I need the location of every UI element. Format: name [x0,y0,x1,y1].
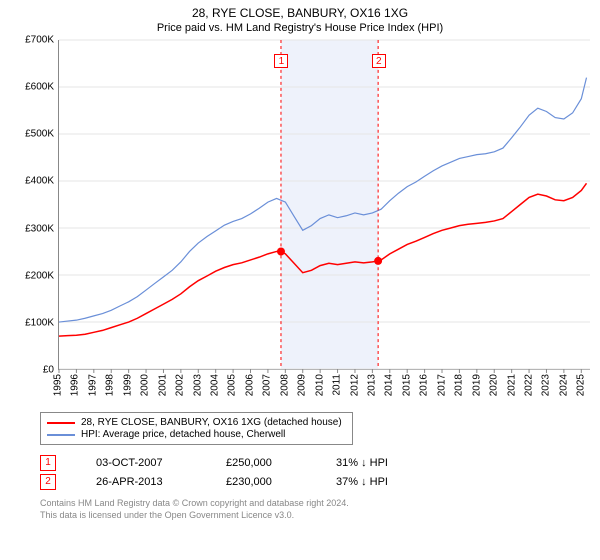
sale-price: £250,000 [226,457,296,469]
x-tick-label: 2012 [349,374,360,396]
x-tick-label: 2005 [227,374,238,396]
legend-swatch [47,434,75,436]
x-tick-label: 2015 [401,374,412,396]
sale-row: 1 03-OCT-2007 £250,000 31% ↓ HPI [40,455,590,471]
chart-subtitle: Price paid vs. HM Land Registry's House … [10,22,590,34]
sale-row: 2 26-APR-2013 £230,000 37% ↓ HPI [40,474,590,490]
x-tick-label: 2002 [175,374,186,396]
x-tick-label: 2022 [523,374,534,396]
legend-swatch [47,422,75,424]
x-tick-label: 2019 [471,374,482,396]
sale-delta: 31% ↓ HPI [336,457,388,469]
x-tick-label: 2010 [314,374,325,396]
x-tick-label: 2018 [454,374,465,396]
x-tick-label: 1998 [105,374,116,396]
x-tick-label: 1999 [122,374,133,396]
legend-item: 28, RYE CLOSE, BANBURY, OX16 1XG (detach… [47,417,342,428]
footer-line: Contains HM Land Registry data © Crown c… [40,498,590,510]
chart-container: 28, RYE CLOSE, BANBURY, OX16 1XG Price p… [0,0,600,560]
legend-label: 28, RYE CLOSE, BANBURY, OX16 1XG (detach… [81,417,342,428]
y-axis: £0£100K£200K£300K£400K£500K£600K£700K [10,40,58,370]
chart-marker-badge: 2 [372,54,386,68]
chart-area: £0£100K£200K£300K£400K£500K£600K£700K 12… [10,40,590,410]
y-tick-label: £300K [25,223,54,234]
x-tick-label: 2001 [157,374,168,396]
x-tick-label: 2013 [366,374,377,396]
sales-table: 1 03-OCT-2007 £250,000 31% ↓ HPI 2 26-AP… [40,455,590,490]
x-tick-label: 2024 [558,374,569,396]
x-tick-label: 2007 [262,374,273,396]
x-tick-label: 1997 [87,374,98,396]
legend-label: HPI: Average price, detached house, Cher… [81,429,285,440]
x-tick-label: 1995 [53,374,64,396]
x-tick-label: 2020 [489,374,500,396]
x-tick-label: 2006 [244,374,255,396]
x-tick-label: 2014 [384,374,395,396]
y-tick-label: £400K [25,176,54,187]
sale-price: £230,000 [226,476,296,488]
legend-box: 28, RYE CLOSE, BANBURY, OX16 1XG (detach… [40,412,353,445]
x-tick-label: 2021 [506,374,517,396]
y-tick-label: £700K [25,35,54,46]
x-tick-label: 2017 [436,374,447,396]
chart-marker-badge: 1 [274,54,288,68]
sale-delta: 37% ↓ HPI [336,476,388,488]
y-tick-label: £500K [25,129,54,140]
sale-badge: 1 [40,455,56,471]
x-tick-label: 2000 [140,374,151,396]
footer-line: This data is licensed under the Open Gov… [40,510,590,522]
y-tick-label: £100K [25,317,54,328]
sale-date: 26-APR-2013 [96,476,186,488]
x-tick-label: 2003 [192,374,203,396]
x-tick-label: 2023 [541,374,552,396]
x-tick-label: 2004 [209,374,220,396]
y-tick-label: £200K [25,270,54,281]
plot-svg [59,40,590,369]
footer-attribution: Contains HM Land Registry data © Crown c… [40,498,590,521]
x-tick-label: 2025 [576,374,587,396]
y-tick-label: £600K [25,82,54,93]
legend-item: HPI: Average price, detached house, Cher… [47,429,342,440]
sale-date: 03-OCT-2007 [96,457,186,469]
plot-area: 12 [58,40,590,370]
sale-badge: 2 [40,474,56,490]
x-tick-label: 2009 [297,374,308,396]
x-tick-label: 2011 [332,374,343,396]
x-tick-label: 2016 [419,374,430,396]
x-axis: 1995199619971998199920002001200220032004… [58,370,590,410]
x-tick-label: 2008 [279,374,290,396]
chart-title: 28, RYE CLOSE, BANBURY, OX16 1XG [10,6,590,20]
x-tick-label: 1996 [70,374,81,396]
